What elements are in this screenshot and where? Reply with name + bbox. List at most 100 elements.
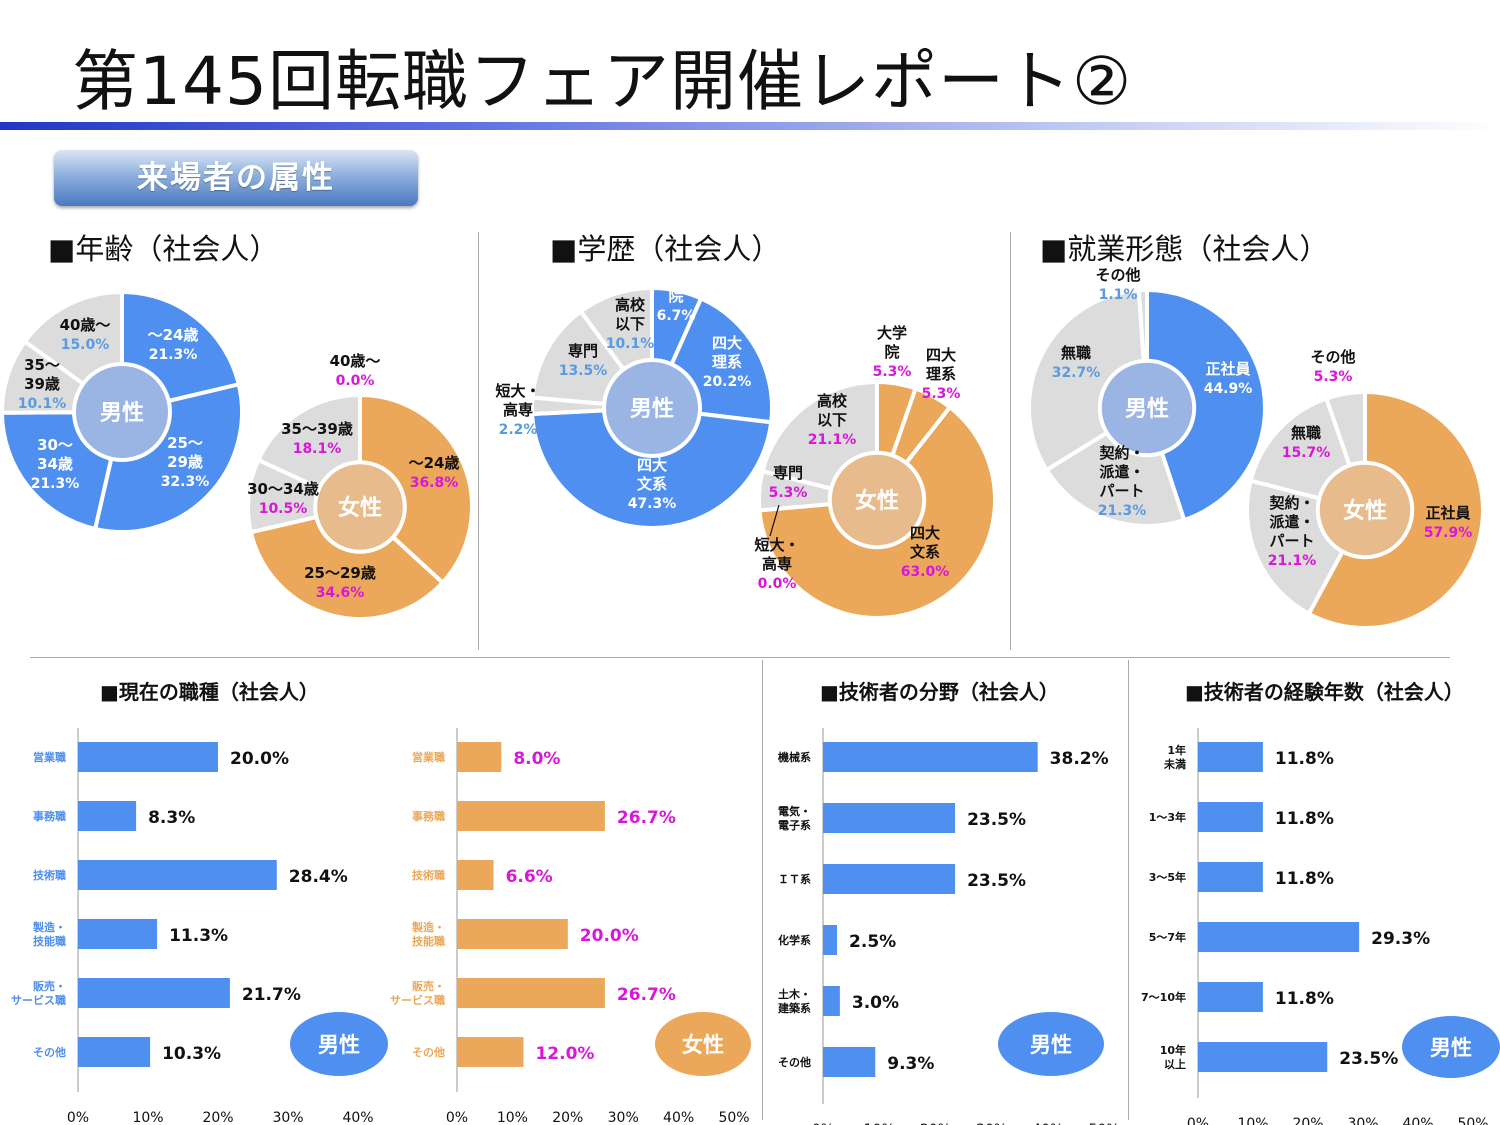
- slice-label: 25～: [167, 434, 203, 452]
- education-chart-title: ■学歴（社会人）: [550, 232, 781, 266]
- slice-value: 15.0%: [61, 337, 110, 353]
- slice-value: 6.7%: [657, 308, 696, 324]
- x-tick-label: 0%: [446, 1110, 468, 1125]
- gender-badge: [290, 1012, 388, 1076]
- bar-value: 11.8%: [1275, 989, 1334, 1009]
- x-tick-label: 0%: [1187, 1116, 1209, 1125]
- bar: [78, 742, 218, 772]
- category-label: その他: [412, 1045, 445, 1059]
- slice-label: 高校: [615, 296, 646, 314]
- slice-value: 32.3%: [161, 474, 210, 490]
- category-label: 製造・: [32, 920, 66, 934]
- pie-center: [72, 362, 172, 462]
- category-label: サービス職: [11, 993, 66, 1007]
- pie-center-label: 女性: [1343, 498, 1387, 524]
- pie-center: [1097, 358, 1197, 458]
- slice-label: 高校: [817, 392, 848, 410]
- bar-value: 21.7%: [242, 985, 301, 1005]
- bar: [1198, 922, 1360, 952]
- gender-badge-label: 男性: [1430, 1036, 1472, 1060]
- category-label: その他: [33, 1045, 66, 1059]
- category-label: 建築系: [778, 1001, 811, 1015]
- category-label: 電気・: [778, 804, 811, 818]
- pie-center-label: 男性: [1125, 397, 1169, 422]
- slice-value: 57.9%: [1424, 525, 1473, 541]
- category-label: 10年: [1160, 1043, 1186, 1057]
- slice-label: 30～: [37, 436, 73, 454]
- bar: [78, 801, 137, 831]
- age-chart-title: ■年齢（社会人）: [48, 232, 279, 266]
- slice-label: 正社員: [1205, 360, 1250, 378]
- slice-label: 大学: [661, 268, 691, 286]
- category-label: 未満: [1163, 757, 1186, 771]
- slice-value: 0.0%: [336, 373, 375, 389]
- gender-badge: [998, 1012, 1104, 1076]
- slice-label: 契約・: [1268, 494, 1314, 512]
- slice-label: 短大・: [754, 536, 799, 554]
- bar: [457, 860, 494, 890]
- slice-label: 40歳～: [330, 352, 381, 370]
- category-label: 技能職: [412, 934, 445, 948]
- x-tick-label: 10%: [497, 1110, 528, 1125]
- x-tick-label: 10%: [864, 1122, 895, 1125]
- slice-label: 以下: [615, 315, 645, 333]
- x-tick-label: 10%: [1237, 1116, 1268, 1125]
- pie-center-label: 男性: [100, 401, 144, 426]
- slice-value: 5.3%: [769, 485, 808, 501]
- slice-label: 文系: [910, 543, 940, 561]
- x-tick-label: 50%: [718, 1110, 749, 1125]
- x-tick-label: 30%: [1347, 1116, 1378, 1125]
- gender-badge: [1402, 1016, 1500, 1078]
- slice-label: 34歳: [37, 455, 73, 473]
- slice-label: 派遣・: [1269, 513, 1314, 531]
- x-tick-label: 40%: [1402, 1116, 1433, 1125]
- category-label: 販売・: [33, 979, 66, 993]
- bar-value: 10.3%: [162, 1044, 221, 1064]
- bar-value: 28.4%: [289, 867, 348, 887]
- tech-years-chart-title: ■技術者の経験年数（社会人）: [1185, 680, 1464, 704]
- category-label: 電子系: [778, 818, 811, 832]
- slice-label: ～24歳: [148, 326, 199, 344]
- bar: [78, 919, 158, 949]
- slice-value: 34.6%: [316, 585, 365, 601]
- x-tick-label: 50%: [1457, 1116, 1488, 1125]
- bar-chart-7: 営業職 8.0% 事務職 26.7% 技術職 6.6% 製造・技能職 20.0% 販売・サービス…: [390, 728, 751, 1125]
- slice-value: 5.3%: [873, 364, 912, 380]
- slice-value: 63.0%: [901, 564, 950, 580]
- bar-value: 3.0%: [852, 993, 899, 1013]
- bar-value: 23.5%: [1339, 1049, 1398, 1069]
- divider: [30, 657, 1450, 658]
- category-label: 事務職: [33, 809, 66, 823]
- slice-value: 21.1%: [1268, 553, 1317, 569]
- occupation-chart-title: ■現在の職種（社会人）: [100, 680, 319, 704]
- bar: [78, 860, 277, 890]
- slice-label: 35～39歳: [281, 420, 353, 438]
- slice-label: 四大: [637, 456, 667, 474]
- bar-value: 38.2%: [1050, 749, 1109, 769]
- leader-line: [769, 504, 780, 537]
- bar: [1198, 742, 1263, 772]
- slice-label: その他: [1095, 266, 1140, 284]
- pie-center-label: 男性: [630, 397, 674, 422]
- bar-value: 11.8%: [1275, 749, 1334, 769]
- pie-chart-5: 女性 正社員 57.9% 契約・派遣・パート 21.1% 無職 15.7% その他 5.3%: [1245, 348, 1485, 630]
- bar-value: 23.5%: [967, 871, 1026, 891]
- section-label: 来場者の属性: [54, 150, 418, 206]
- category-label: サービス職: [390, 993, 445, 1007]
- x-tick-label: 20%: [920, 1122, 951, 1125]
- slice-value: 10.1%: [606, 336, 655, 352]
- gender-badge: [655, 1012, 751, 1076]
- slice-label: 文系: [637, 475, 667, 493]
- x-tick-label: 30%: [608, 1110, 639, 1125]
- slice-label: パート: [1269, 532, 1314, 550]
- pie-chart-2: 男性大学院6.7%四大理系20.2%四大文系47.3%短大・高専2.2%専門13…: [495, 268, 774, 530]
- slice-label: 派遣・: [1099, 463, 1144, 481]
- bar: [78, 1037, 151, 1067]
- slice-label: 大学: [877, 324, 907, 342]
- divider: [1010, 232, 1011, 650]
- slice-label: 無職: [1291, 424, 1321, 442]
- slice-label: パート: [1099, 482, 1144, 500]
- bar: [823, 1047, 876, 1077]
- bar: [457, 801, 605, 831]
- category-label: ＩＴ系: [778, 872, 811, 886]
